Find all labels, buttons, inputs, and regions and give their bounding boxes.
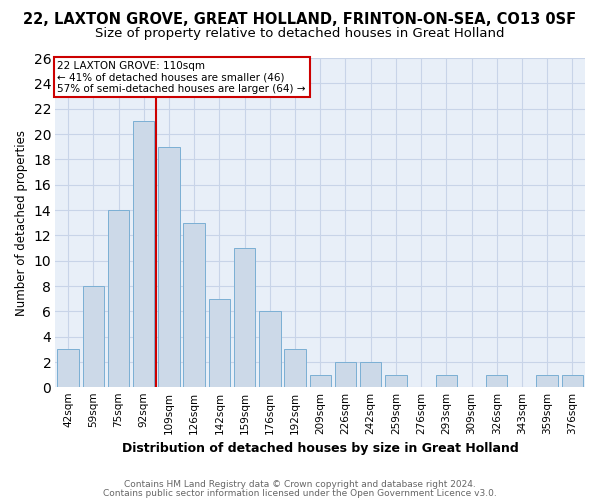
Text: 22 LAXTON GROVE: 110sqm
← 41% of detached houses are smaller (46)
57% of semi-de: 22 LAXTON GROVE: 110sqm ← 41% of detache… bbox=[58, 60, 306, 94]
Bar bbox=[184, 222, 205, 388]
Bar bbox=[108, 210, 129, 388]
X-axis label: Distribution of detached houses by size in Great Holland: Distribution of detached houses by size … bbox=[122, 442, 518, 455]
Bar bbox=[284, 350, 306, 388]
Bar bbox=[133, 122, 154, 388]
Text: Size of property relative to detached houses in Great Holland: Size of property relative to detached ho… bbox=[95, 28, 505, 40]
Bar bbox=[562, 374, 583, 388]
Bar bbox=[360, 362, 382, 388]
Bar bbox=[259, 312, 281, 388]
Bar bbox=[310, 374, 331, 388]
Bar bbox=[385, 374, 407, 388]
Bar bbox=[335, 362, 356, 388]
Text: 22, LAXTON GROVE, GREAT HOLLAND, FRINTON-ON-SEA, CO13 0SF: 22, LAXTON GROVE, GREAT HOLLAND, FRINTON… bbox=[23, 12, 577, 28]
Bar bbox=[234, 248, 256, 388]
Text: Contains public sector information licensed under the Open Government Licence v3: Contains public sector information licen… bbox=[103, 490, 497, 498]
Bar bbox=[436, 374, 457, 388]
Bar bbox=[486, 374, 508, 388]
Bar bbox=[158, 146, 179, 388]
Bar bbox=[209, 298, 230, 388]
Bar bbox=[536, 374, 558, 388]
Y-axis label: Number of detached properties: Number of detached properties bbox=[15, 130, 28, 316]
Bar bbox=[58, 350, 79, 388]
Text: Contains HM Land Registry data © Crown copyright and database right 2024.: Contains HM Land Registry data © Crown c… bbox=[124, 480, 476, 489]
Bar bbox=[83, 286, 104, 388]
